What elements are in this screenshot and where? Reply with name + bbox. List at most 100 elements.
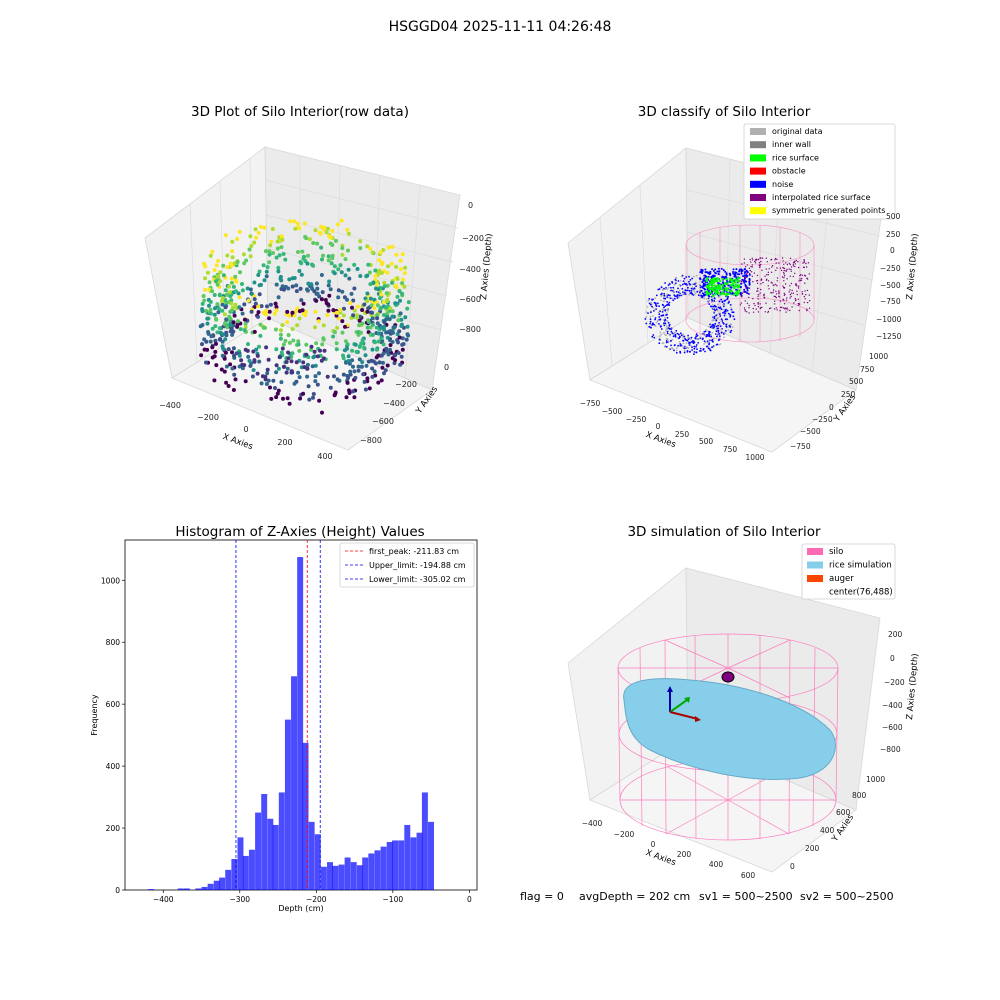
raw-y-tick: −800 — [360, 436, 382, 445]
raw-point — [259, 381, 264, 386]
cls-point — [771, 266, 773, 268]
cls-point — [785, 308, 787, 310]
raw-point — [212, 378, 217, 383]
cls-point — [708, 338, 711, 341]
raw-x-tick: 400 — [317, 452, 332, 461]
cls-point — [670, 289, 673, 292]
cls-point — [672, 288, 675, 290]
cls-point — [652, 315, 654, 317]
raw-point — [352, 286, 357, 291]
cls-point — [704, 350, 706, 353]
cls-point — [786, 268, 788, 271]
cls-point — [718, 296, 720, 298]
raw-point — [343, 339, 348, 344]
histogram-x-tick: −300 — [229, 895, 250, 904]
raw-point — [286, 333, 291, 338]
raw-point — [366, 262, 371, 267]
cls-point — [792, 265, 795, 267]
cls-point — [714, 268, 717, 271]
cls-point — [676, 297, 679, 299]
cls-point — [748, 307, 750, 309]
raw-point — [342, 306, 346, 311]
cls-point — [700, 336, 702, 339]
cls-point — [672, 333, 675, 336]
cls-point — [767, 271, 770, 273]
cls-point — [700, 271, 703, 274]
cls-y-tick: −750 — [790, 442, 811, 451]
raw-point — [398, 258, 403, 263]
cls-point — [729, 315, 732, 318]
raw-point — [327, 279, 332, 284]
raw-point — [371, 359, 376, 364]
cls-point — [658, 342, 661, 345]
cls-point — [768, 268, 770, 270]
cls-point — [744, 300, 746, 302]
cls-point — [789, 257, 792, 259]
cls-point — [729, 277, 732, 280]
raw-point — [269, 239, 274, 244]
cls-point — [696, 338, 698, 341]
cls-point — [651, 305, 653, 308]
cls-point — [691, 283, 694, 286]
raw-point — [319, 297, 324, 302]
cls-point — [668, 340, 670, 343]
cls-point — [691, 346, 693, 349]
raw-point — [208, 339, 213, 344]
raw-point — [297, 316, 302, 321]
raw-point — [212, 293, 217, 297]
cls-point — [703, 281, 706, 284]
cls-point — [790, 295, 792, 298]
raw-point — [334, 310, 339, 315]
raw-point — [232, 353, 236, 358]
raw-point — [358, 239, 363, 244]
cls-point — [794, 299, 797, 302]
sim-z-tick: −400 — [882, 701, 903, 710]
cls-point — [665, 345, 668, 348]
cls-z-tick: −500 — [880, 281, 901, 290]
cls-point — [763, 296, 765, 298]
raw-point — [346, 354, 351, 359]
cls-point — [809, 300, 811, 302]
raw-point — [280, 237, 285, 242]
cls-point — [731, 311, 734, 314]
legend-label: inner wall — [772, 140, 811, 149]
raw-point — [286, 350, 291, 355]
cls-point — [732, 315, 735, 318]
raw-point — [306, 384, 311, 389]
cls-point — [715, 314, 718, 317]
cls-point — [805, 294, 807, 296]
cls-point — [664, 322, 667, 325]
raw-point — [377, 258, 382, 263]
raw-point — [315, 291, 320, 296]
raw-point — [289, 369, 294, 374]
cls-point — [803, 301, 805, 304]
cls-point — [796, 293, 798, 296]
raw-point — [280, 346, 285, 351]
raw-point — [238, 270, 242, 275]
cls-point — [736, 286, 739, 289]
cls-point — [723, 336, 725, 339]
raw-point — [268, 243, 273, 248]
raw-point — [267, 249, 272, 254]
raw-y-tick: 0 — [444, 363, 449, 372]
cls-point — [722, 321, 724, 324]
cls-point — [783, 273, 785, 275]
cls-point — [715, 289, 719, 293]
raw-point — [310, 364, 315, 369]
raw-point — [278, 332, 283, 337]
cls-point — [725, 325, 728, 328]
cls-point — [665, 312, 668, 314]
raw-point — [243, 347, 248, 352]
raw-point-cloud — [198, 218, 411, 415]
cls-point — [718, 279, 722, 283]
cls-point — [781, 276, 784, 278]
raw-point — [235, 260, 240, 264]
raw-point — [384, 305, 388, 310]
raw-point — [242, 328, 247, 333]
histogram-bar — [410, 837, 417, 890]
raw-point — [288, 219, 293, 224]
raw-point — [400, 291, 405, 296]
cls-point — [713, 300, 716, 302]
cls-point — [806, 308, 808, 310]
raw-point — [360, 308, 365, 312]
